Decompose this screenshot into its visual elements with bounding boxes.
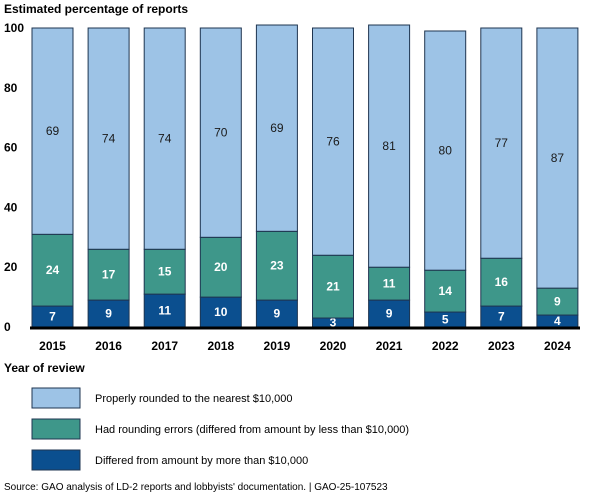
x-tick-label: 2022 bbox=[432, 339, 459, 353]
y-tick-label: 100 bbox=[4, 21, 24, 35]
legend-label: Differed from amount by more than $10,00… bbox=[95, 455, 308, 467]
data-label: 5 bbox=[442, 313, 449, 327]
data-label: 87 bbox=[551, 151, 565, 165]
bar-segment bbox=[31, 233, 74, 307]
x-tick-label: 2016 bbox=[95, 339, 122, 353]
bar-segment bbox=[312, 27, 354, 256]
legend-label: Had rounding errors (differed from amoun… bbox=[95, 424, 409, 436]
legend-swatch bbox=[31, 387, 81, 409]
data-label: 11 bbox=[383, 277, 396, 291]
bar-segment bbox=[536, 27, 579, 289]
data-label: 20 bbox=[214, 260, 228, 274]
bar-segment bbox=[87, 299, 130, 328]
bar-segment bbox=[199, 27, 242, 238]
data-label: 76 bbox=[326, 135, 340, 149]
data-label: 9 bbox=[386, 307, 393, 321]
data-label: 7 bbox=[498, 310, 505, 324]
bar-segment bbox=[199, 296, 242, 328]
bar-segment bbox=[87, 27, 130, 250]
data-label: 16 bbox=[495, 275, 509, 289]
bar-segment bbox=[480, 257, 523, 307]
data-label: 3 bbox=[330, 316, 337, 330]
bar-segment bbox=[424, 269, 467, 313]
bar-segment bbox=[143, 27, 186, 250]
source-note: Source: GAO analysis of LD-2 reports and… bbox=[4, 482, 388, 493]
data-label: 9 bbox=[274, 307, 281, 321]
data-label: 69 bbox=[46, 124, 60, 138]
bar-segment bbox=[312, 254, 354, 319]
x-tick-label: 2015 bbox=[39, 339, 66, 353]
data-label: 14 bbox=[439, 284, 453, 298]
y-tick-label: 40 bbox=[4, 200, 18, 214]
data-label: 15 bbox=[158, 265, 172, 279]
legend-swatch bbox=[31, 418, 81, 440]
bar-segment bbox=[31, 27, 74, 235]
data-label: 7 bbox=[49, 310, 56, 324]
bar-segment bbox=[368, 24, 411, 268]
data-label: 74 bbox=[158, 132, 172, 146]
bar-segment bbox=[87, 248, 130, 301]
x-tick-label: 2018 bbox=[207, 339, 234, 353]
bar-segment bbox=[368, 266, 411, 301]
data-label: 23 bbox=[270, 259, 284, 273]
data-label: 9 bbox=[554, 295, 561, 309]
legend-label: Properly rounded to the nearest $10,000 bbox=[95, 393, 293, 405]
bar-segment bbox=[143, 248, 186, 295]
x-tick-label: 2023 bbox=[488, 339, 515, 353]
data-label: 24 bbox=[46, 263, 60, 277]
bar-segment bbox=[255, 24, 298, 232]
x-tick-label: 2020 bbox=[320, 339, 347, 353]
y-tick-label: 60 bbox=[4, 141, 18, 155]
data-label: 4 bbox=[554, 314, 561, 328]
bar-segment bbox=[368, 299, 411, 328]
x-tick-label: 2021 bbox=[376, 339, 403, 353]
data-label: 69 bbox=[270, 121, 284, 135]
legend-swatch bbox=[31, 449, 81, 471]
x-tick-label: 2024 bbox=[544, 339, 571, 353]
data-label: 10 bbox=[214, 305, 228, 319]
bar-segment bbox=[536, 287, 579, 316]
data-label: 80 bbox=[439, 144, 453, 158]
data-label: 77 bbox=[495, 136, 509, 150]
x-axis-label: Year of review bbox=[4, 361, 85, 375]
bar-segment bbox=[480, 27, 523, 259]
y-tick-label: 80 bbox=[4, 81, 18, 95]
data-label: 74 bbox=[102, 132, 116, 146]
data-label: 81 bbox=[382, 139, 396, 153]
x-tick-label: 2017 bbox=[151, 339, 178, 353]
y-tick-label: 20 bbox=[4, 260, 18, 274]
bar-segment bbox=[255, 299, 298, 328]
data-label: 21 bbox=[326, 280, 340, 294]
x-tick-label: 2019 bbox=[264, 339, 291, 353]
data-label: 9 bbox=[105, 307, 112, 321]
bar-segment bbox=[255, 230, 298, 301]
y-tick-label: 0 bbox=[4, 320, 11, 334]
data-label: 11 bbox=[158, 304, 171, 318]
bar-segment bbox=[424, 30, 467, 271]
data-label: 17 bbox=[102, 268, 116, 282]
chart-title: Estimated percentage of reports bbox=[4, 2, 188, 16]
data-label: 70 bbox=[214, 126, 228, 140]
